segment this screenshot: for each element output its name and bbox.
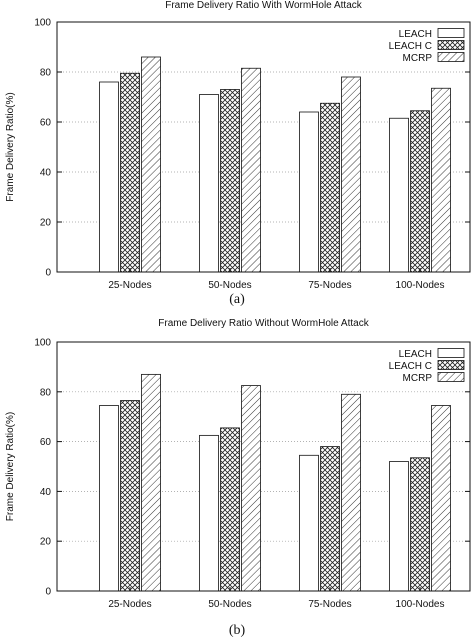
chart-b-legend-label: LEACH C [389, 361, 432, 372]
chart-a-caption: (a) [229, 292, 245, 307]
chart-a-legend-swatch-mcrp [437, 52, 465, 62]
chart-b-bar-leach-c-75-nodes [320, 446, 340, 592]
chart-b-ytick-label: 20 [40, 537, 52, 548]
chart-b-bar-leach-100-nodes [389, 461, 409, 592]
chart-b-ylabel: Frame Delivery Ratio(%) [5, 412, 16, 521]
chart-b-ytick-label: 80 [40, 387, 52, 398]
chart-a-bar-mcrp-75-nodes [341, 76, 361, 273]
chart-b-bar-mcrp-100-nodes [431, 405, 451, 592]
chart-a-bar-leach-c-25-nodes [120, 72, 140, 273]
chart-a-title: Frame Delivery Ratio With WormHole Attac… [165, 0, 363, 11]
chart-b-bar-leach-75-nodes [299, 454, 319, 592]
chart-b-ytick-label: 100 [34, 338, 51, 349]
chart-b-legend-swatch-mcrp [437, 372, 465, 382]
chart-a-ylabel: Frame Delivery Ratio(%) [5, 92, 16, 201]
chart-b-xtick-label: 50-Nodes [208, 599, 251, 610]
chart-a-xtick-label: 75-Nodes [308, 280, 351, 291]
chart-b-plot-frame [56, 341, 471, 592]
chart-b-bar-mcrp-75-nodes [341, 393, 361, 592]
chart-a-ytick-label: 80 [40, 68, 52, 79]
chart-b-legend-swatch-leach [437, 348, 465, 358]
chart-b-ytick-label: 0 [45, 587, 51, 598]
chart-a-bar-leach-25-nodes [99, 81, 119, 273]
chart-b-xtick-label: 75-Nodes [308, 599, 351, 610]
chart-b-legend-swatch-leach-c [437, 360, 465, 370]
chart-a-ytick-label: 100 [34, 18, 51, 29]
chart-a-plot-frame [56, 21, 471, 273]
chart-b-bar-leach-50-nodes [199, 434, 219, 592]
chart-b-legend-label: MCRP [403, 373, 433, 384]
chart-b-legend-label: LEACH [399, 349, 432, 360]
chart-a-bar-mcrp-25-nodes [141, 56, 161, 273]
chart-a-bar-leach-75-nodes [299, 111, 319, 273]
chart-a-ytick-label: 20 [40, 218, 52, 229]
chart-a-xtick-label: 100-Nodes [396, 280, 445, 291]
chart-b-bar-mcrp-50-nodes [241, 385, 261, 592]
chart-a-legend-label: LEACH C [389, 41, 432, 52]
chart-a-xtick-label: 25-Nodes [108, 280, 151, 291]
chart-b-xtick-label: 100-Nodes [396, 599, 445, 610]
chart-a-legend-label: MCRP [403, 53, 433, 64]
chart-a-ytick-label: 40 [40, 168, 52, 179]
chart-a-bar-mcrp-50-nodes [241, 67, 261, 273]
chart-a-xtick-label: 50-Nodes [208, 280, 251, 291]
chart-a-ytick-label: 0 [45, 268, 51, 279]
chart-b-ytick-label: 60 [40, 437, 52, 448]
chart-a-bar-leach-c-50-nodes [220, 89, 240, 273]
chart-b-caption: (b) [229, 623, 246, 638]
chart-a-bar-leach-c-75-nodes [320, 102, 340, 273]
chart-a-bar-leach-50-nodes [199, 94, 219, 273]
chart-a-legend-label: LEACH [399, 29, 432, 40]
chart-b-ytick-label: 40 [40, 487, 52, 498]
chart-b-bar-mcrp-25-nodes [141, 373, 161, 592]
chart-b-xtick-label: 25-Nodes [108, 599, 151, 610]
chart-b-bar-leach-c-50-nodes [220, 427, 240, 592]
chart-a-bar-mcrp-100-nodes [431, 87, 451, 273]
chart-b-bar-leach-c-100-nodes [410, 457, 430, 592]
chart-b-bar-leach-c-25-nodes [120, 400, 140, 592]
chart-b-title: Frame Delivery Ratio Without WormHole At… [158, 318, 369, 329]
chart-a-legend-swatch-leach [437, 28, 465, 38]
chart-a-ytick-label: 60 [40, 118, 52, 129]
chart-a-bar-leach-100-nodes [389, 117, 409, 273]
chart-a-legend-swatch-leach-c [437, 40, 465, 50]
chart-b-bar-leach-25-nodes [99, 405, 119, 592]
chart-a-bar-leach-c-100-nodes [410, 110, 430, 273]
